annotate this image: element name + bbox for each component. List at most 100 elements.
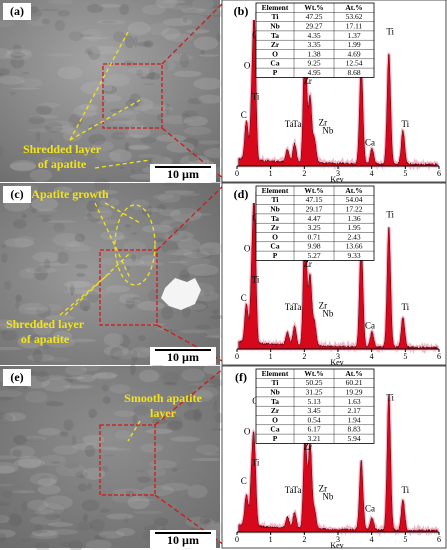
texture — [170, 208, 202, 222]
texture — [133, 405, 150, 416]
texture — [127, 67, 156, 74]
texture — [127, 125, 151, 139]
peak-label: Ti — [401, 119, 409, 129]
x-tick-label: 3 — [336, 169, 340, 178]
texture — [81, 499, 100, 512]
texture — [100, 197, 120, 207]
arrow — [127, 420, 141, 442]
x-tick-label: 2 — [302, 535, 306, 544]
texture — [187, 303, 207, 310]
x-axis-label: Kev — [330, 541, 343, 550]
texture — [135, 469, 146, 473]
texture — [52, 330, 73, 342]
texture — [152, 231, 164, 234]
x-tick-label: 3 — [336, 535, 340, 544]
texture — [46, 53, 75, 57]
peak-label: Zr — [303, 76, 312, 86]
texture — [44, 512, 60, 521]
texture — [14, 235, 35, 248]
texture — [39, 475, 51, 485]
label-box — [227, 3, 255, 20]
texture — [34, 523, 44, 535]
texture — [105, 73, 130, 87]
texture — [188, 527, 196, 531]
texture — [138, 335, 146, 342]
annotation: of apatite — [21, 332, 70, 346]
texture — [139, 76, 151, 80]
texture — [127, 495, 150, 510]
label-box — [227, 186, 255, 203]
texture — [53, 186, 73, 194]
peak-label: Ta — [285, 485, 294, 495]
label-box — [3, 186, 31, 203]
x-axis-label: Kev — [330, 175, 343, 184]
texture — [9, 162, 37, 171]
texture — [35, 105, 53, 115]
texture — [0, 412, 7, 420]
table-cell: Ca — [270, 242, 279, 251]
texture — [106, 513, 134, 520]
texture — [30, 208, 38, 213]
texture — [165, 249, 193, 256]
x-tick-label: 2 — [302, 352, 306, 361]
table-cell: 1.63 — [347, 397, 360, 406]
texture — [136, 69, 143, 77]
sem-image — [0, 183, 220, 365]
texture — [0, 413, 16, 423]
texture — [71, 435, 77, 446]
peak-label: C — [241, 476, 247, 486]
texture — [80, 81, 113, 95]
texture — [25, 438, 43, 442]
texture — [203, 290, 211, 297]
texture — [10, 55, 25, 69]
table-cell: 50.25 — [306, 378, 323, 387]
texture — [94, 189, 119, 195]
texture — [0, 515, 11, 524]
texture — [170, 436, 200, 442]
texture — [75, 471, 88, 479]
table-cell: 5.27 — [307, 251, 320, 260]
table-cell: Zr — [271, 223, 280, 232]
table-cell: 8.83 — [347, 425, 360, 434]
table-cell: 47.25 — [306, 12, 323, 21]
table-cell: Ti — [272, 195, 279, 204]
texture — [162, 0, 186, 4]
texture — [79, 34, 93, 37]
texture — [112, 350, 141, 360]
texture — [187, 264, 219, 277]
texture — [193, 77, 223, 90]
texture — [51, 125, 75, 132]
x-tick-label: 6 — [437, 535, 441, 544]
peak-label: Ta — [292, 302, 301, 312]
texture — [157, 193, 181, 203]
annotation: layer — [150, 406, 177, 420]
texture — [31, 529, 58, 537]
texture — [155, 0, 177, 9]
texture — [74, 233, 86, 243]
texture — [79, 300, 91, 312]
texture — [74, 264, 88, 269]
texture — [0, 75, 25, 85]
texture — [29, 114, 59, 119]
region-box — [102, 63, 163, 129]
annotation: of apatite — [38, 157, 87, 171]
texture — [4, 50, 33, 61]
texture — [38, 303, 63, 312]
texture — [20, 149, 37, 152]
texture — [29, 169, 53, 182]
peak-label: Ti — [401, 302, 409, 312]
texture — [45, 315, 75, 321]
peak-label: O — [244, 244, 251, 254]
texture — [83, 28, 102, 42]
texture — [12, 449, 22, 458]
texture — [183, 251, 210, 258]
texture — [187, 98, 203, 105]
texture — [82, 36, 110, 40]
texture — [210, 428, 224, 431]
texture — [160, 241, 179, 254]
texture — [46, 529, 78, 535]
connector — [161, 1, 225, 65]
texture — [137, 154, 163, 159]
texture — [92, 372, 117, 380]
